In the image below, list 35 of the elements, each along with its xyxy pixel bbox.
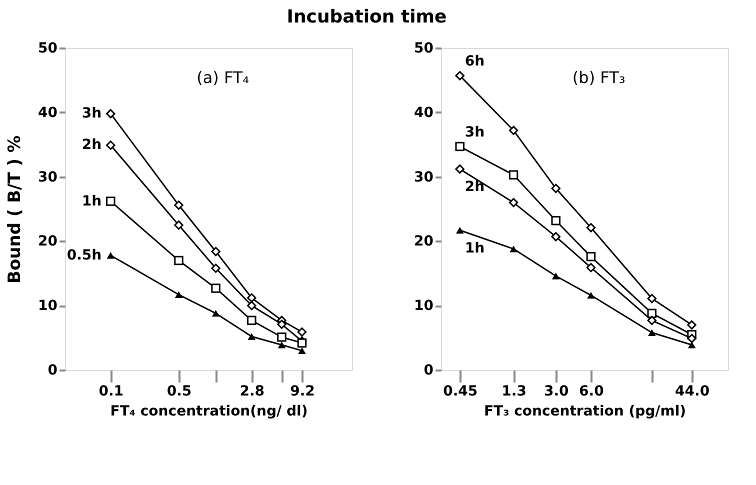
x-axis-title: FT₃ concentration (pg/ml) [484,404,686,420]
series-label: 2h [82,137,102,154]
y-axis-title: Bound ( B/T ) % [5,135,26,284]
x-tick-label: 9.2 [290,384,315,400]
x-tick-label: 0.45 [443,384,478,400]
x-tick-label: 0.5 [166,384,192,400]
series-label: 3h [82,106,102,122]
y-tick-label: 40 [414,104,434,121]
series-label: 1h [82,193,102,210]
y-tick-label: 30 [38,169,58,186]
chart-title: Incubation time [286,6,447,28]
annotation: (b) FT₃ [572,68,626,87]
y-tick-label: 50 [38,40,58,56]
series-label: 1h [464,240,485,256]
x-axis-title: FT₄ concentration(ng/ dl) [110,404,308,420]
y-tick-label: 0 [48,362,58,378]
y-tick-label: 10 [38,298,58,314]
y-tick-label: 50 [414,40,434,56]
x-tick-label: 3.0 [544,384,570,400]
y-tick-label: 10 [414,298,434,314]
series-label: 3h [464,124,485,141]
x-tick-label: 6.0 [579,384,604,400]
y-tick-label: 0 [424,362,434,378]
x-tick-label: 0.1 [98,384,124,400]
series-label: 2h [464,179,485,196]
series-label: 0.5h [66,247,102,264]
annotation: (a) FT₄ [196,68,250,87]
y-tick-label: 20 [38,234,58,250]
x-tick-label: 1.3 [502,384,526,400]
y-tick-label: 30 [414,169,434,186]
y-tick-label: 20 [414,234,434,250]
series-label: 6h [464,54,485,70]
x-tick-label: 44.0 [675,384,710,400]
y-tick-label: 40 [38,104,58,121]
x-tick-label: 2.8 [240,384,265,400]
